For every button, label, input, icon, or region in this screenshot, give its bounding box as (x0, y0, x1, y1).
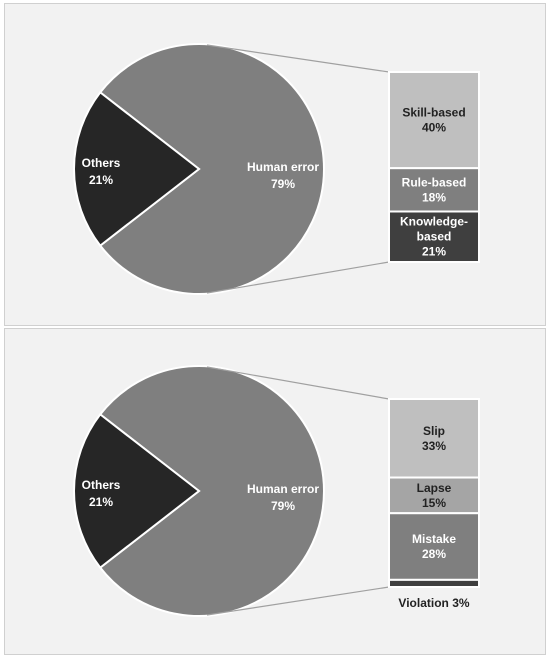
connector-line-top (206, 44, 390, 73)
bar-label-skill-based: Skill-based 40% (402, 106, 465, 135)
bar-segment-slip (388, 398, 480, 479)
pie-slice-human-error (98, 43, 325, 295)
bar-label-mistake: Mistake 28% (412, 532, 456, 561)
bar-label-violation: Violation 3% (398, 596, 469, 610)
pie (73, 43, 325, 295)
breakdown-bar (388, 398, 480, 589)
pie-label-human-error: Human error 79% (247, 160, 319, 191)
pie (73, 365, 325, 617)
bar-label-slip: Slip 33% (422, 424, 446, 453)
pie-label-others: Others 21% (82, 478, 121, 509)
pie-slice-others (73, 412, 201, 570)
connector-line-bottom (206, 261, 390, 294)
pie-slice-others (73, 90, 201, 248)
bar-label-rule-based: Rule-based 18% (402, 175, 467, 204)
breakdown-bar (388, 71, 480, 263)
pie-of-bar-chart-bottom: Others 21% Human error 79% Slip 33% Lapse 15% Mi… (73, 365, 480, 617)
bar-label-knowledge-based: Knowledge-based 21% (400, 215, 468, 259)
bar-label-lapse: Lapse 15% (417, 481, 452, 510)
chart-panel-top: Others 21% Human error 79% Skill-based 40% Rul… (4, 3, 546, 326)
connector-line-top (206, 366, 390, 400)
pie-slice-human-error (98, 365, 325, 617)
pie-label-others: Others 21% (82, 156, 121, 187)
connector-line-bottom (206, 586, 390, 616)
pie-of-bar-chart-top: Others 21% Human error 79% Skill-based 40% Rul… (73, 43, 480, 295)
bar-segment-violation (388, 578, 480, 589)
pie-label-human-error: Human error 79% (247, 482, 319, 513)
chart-panel-bottom: Others 21% Human error 79% Slip 33% Lapse 15% Mi… (4, 328, 546, 655)
bar-segment-knowledge-based (388, 210, 480, 263)
